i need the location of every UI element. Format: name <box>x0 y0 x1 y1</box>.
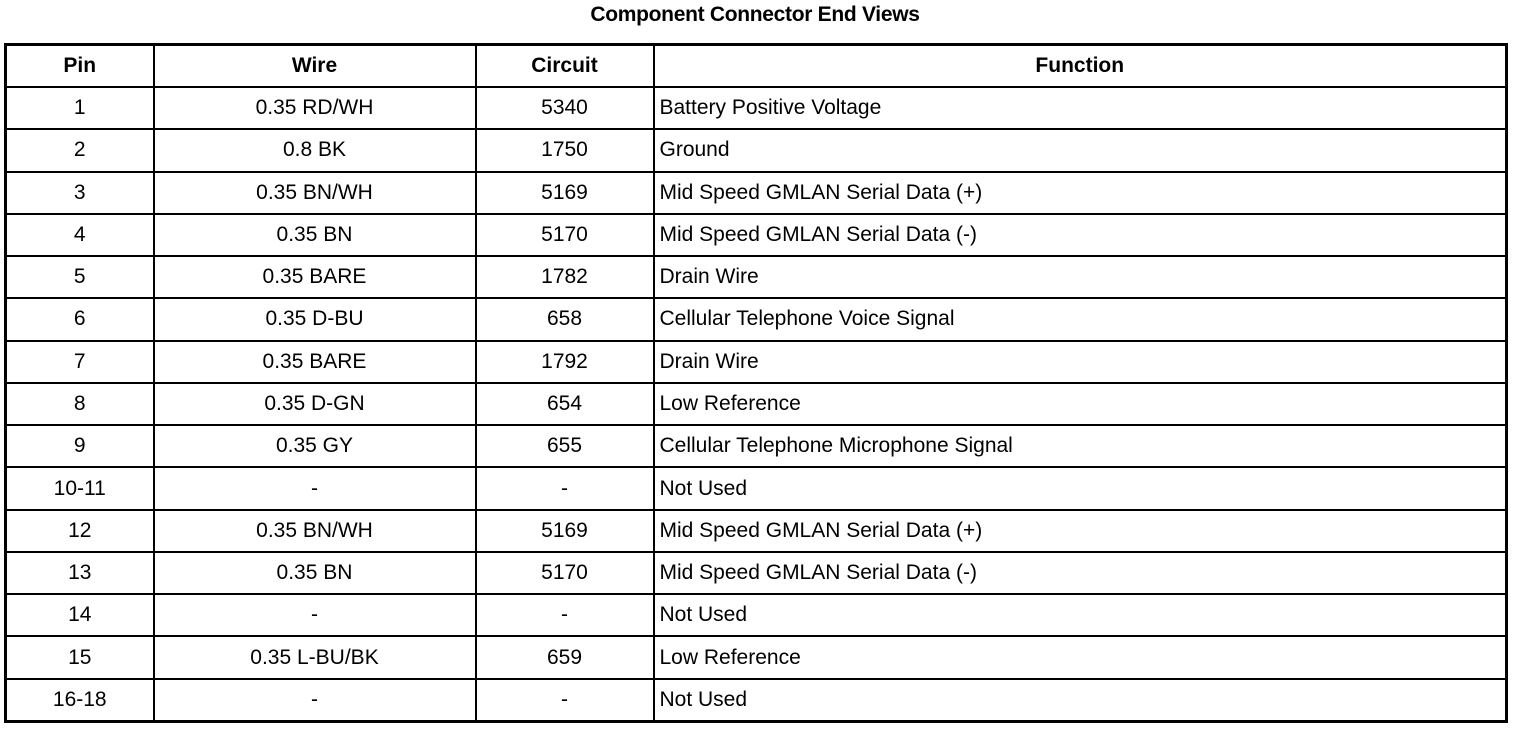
table-row: 16-18- - Not Used <box>4 677 1508 723</box>
cell-function: Mid Speed GMLAN Serial Data (+) <box>652 508 1508 553</box>
cell-wire: 0.35 BN/WH <box>152 508 477 553</box>
cell-wire: 0.35 D-BU <box>152 297 477 342</box>
cell-pin: 3 <box>4 170 155 215</box>
header-circuit: Circuit <box>474 43 655 88</box>
table-row: 2 0.8 BK 1750 Ground <box>4 128 1508 173</box>
cell-wire: 0.35 BARE <box>152 255 477 300</box>
connector-table: Pin Wire Circuit Function 1 0.35 RD/WH 534… <box>4 43 1508 723</box>
table-row: 7 0.35 BARE 1792 Drain Wire <box>4 339 1508 384</box>
cell-pin: 1 <box>4 85 155 131</box>
cell-wire: 0.35 BARE <box>152 339 477 384</box>
cell-function: Not Used <box>652 466 1508 511</box>
cell-wire: - <box>152 677 477 723</box>
cell-wire: - <box>152 466 477 511</box>
cell-wire: 0.35 GY <box>152 424 477 469</box>
cell-circuit: 655 <box>474 424 655 469</box>
cell-wire: 0.8 BK <box>152 128 477 173</box>
table-row: 14- - Not Used <box>4 593 1508 638</box>
cell-wire: 0.35 D-GN <box>152 381 477 427</box>
cell-function: Mid Speed GMLAN Serial Data (+) <box>652 170 1508 215</box>
cell-circuit: - <box>474 466 655 511</box>
cell-function: Drain Wire <box>652 255 1508 300</box>
table-row: 5 0.35 BARE 1782 Drain Wire <box>4 255 1508 300</box>
cell-function: Drain Wire <box>652 339 1508 384</box>
cell-wire: 0.35 BN/WH <box>152 170 477 215</box>
cell-pin: 15 <box>4 635 155 680</box>
cell-pin: 13 <box>4 550 155 596</box>
header-row: Pin Wire Circuit Function <box>4 43 1508 88</box>
cell-function: Battery Positive Voltage <box>652 85 1508 131</box>
cell-wire: 0.35 L-BU/BK <box>152 635 477 680</box>
cell-wire: 0.35 BN <box>152 550 477 596</box>
cell-circuit: 5170 <box>474 212 655 258</box>
table-row: 12 0.35 BN/WH 5169 Mid Speed GMLAN Serial D… <box>4 508 1508 553</box>
cell-pin: 5 <box>4 255 155 300</box>
cell-circuit: 1792 <box>474 339 655 384</box>
cell-circuit: 5340 <box>474 85 655 131</box>
cell-function: Cellular Telephone Voice Signal <box>652 297 1508 342</box>
cell-function: Ground <box>652 128 1508 173</box>
cell-function: Low Reference <box>652 635 1508 680</box>
cell-pin: 16-18 <box>4 677 155 723</box>
cell-pin: 2 <box>4 128 155 173</box>
cell-circuit: - <box>474 677 655 723</box>
cell-function: Mid Speed GMLAN Serial Data (-) <box>652 212 1508 258</box>
cell-circuit: 5170 <box>474 550 655 596</box>
cell-function: Not Used <box>652 677 1508 723</box>
table-row: 15 0.35 L-BU/BK 659 Low Reference <box>4 635 1508 680</box>
page-title: Component Connector End Views <box>590 3 920 26</box>
cell-pin: 12 <box>4 508 155 553</box>
cell-wire: 0.35 BN <box>152 212 477 258</box>
header-pin: Pin <box>4 43 155 88</box>
cell-pin: 9 <box>4 424 155 469</box>
cell-circuit: 654 <box>474 381 655 427</box>
table-row: 8 0.35 D-GN 654 Low Reference <box>4 381 1508 427</box>
cell-circuit: 1750 <box>474 128 655 173</box>
cell-wire: 0.35 RD/WH <box>152 85 477 131</box>
cell-pin: 4 <box>4 212 155 258</box>
cell-circuit: 5169 <box>474 170 655 215</box>
table-row: 10-11- - Not Used <box>4 466 1508 511</box>
table-row: 13 0.35 BN 5170 Mid Speed GMLAN Serial Data… <box>4 550 1508 596</box>
header-function: Function <box>652 43 1508 88</box>
table-row: 6 0.35 D-BU 658 Cellular Telephone Voice Si… <box>4 297 1508 342</box>
cell-circuit: 658 <box>474 297 655 342</box>
cell-pin: 6 <box>4 297 155 342</box>
table-row: 9 0.35 GY 655 Cellular Telephone Microphone… <box>4 424 1508 469</box>
cell-pin: 10-11 <box>4 466 155 511</box>
cell-function: Low Reference <box>652 381 1508 427</box>
cell-circuit: 659 <box>474 635 655 680</box>
cell-circuit: 5169 <box>474 508 655 553</box>
cell-wire: - <box>152 593 477 638</box>
table-row: 1 0.35 RD/WH 5340 Battery Positive Voltage <box>4 85 1508 131</box>
table-row: 4 0.35 BN 5170 Mid Speed GMLAN Serial Data … <box>4 212 1508 258</box>
cell-pin: 14 <box>4 593 155 638</box>
cell-pin: 8 <box>4 381 155 427</box>
cell-pin: 7 <box>4 339 155 384</box>
cell-circuit: 1782 <box>474 255 655 300</box>
cell-function: Not Used <box>652 593 1508 638</box>
cell-circuit: - <box>474 593 655 638</box>
header-wire: Wire <box>152 43 477 88</box>
cell-function: Mid Speed GMLAN Serial Data (-) <box>652 550 1508 596</box>
cell-function: Cellular Telephone Microphone Signal <box>652 424 1508 469</box>
table-row: 3 0.35 BN/WH 5169 Mid Speed GMLAN Serial Da… <box>4 170 1508 215</box>
